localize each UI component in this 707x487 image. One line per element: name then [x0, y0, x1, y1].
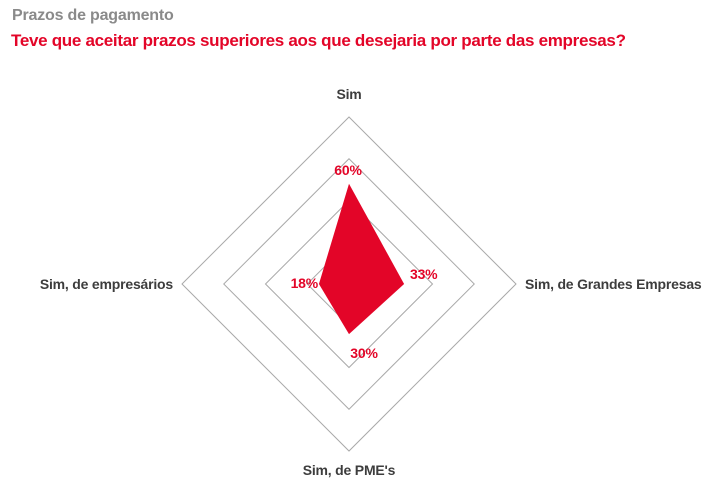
axis-label-sim: Sim	[336, 86, 362, 102]
value-label-empresarios: 18%	[290, 275, 319, 291]
axis-label-pmes: Sim, de PME's	[302, 462, 396, 478]
radar-grid-ring-75	[223, 158, 475, 410]
radar-data-polygon	[318, 183, 405, 335]
value-label-pmes: 30%	[350, 345, 378, 361]
value-label-grandes-empresas: 33%	[410, 266, 438, 282]
axis-label-grandes-empresas: Sim, de Grandes Empresas	[525, 276, 702, 292]
radar-grid-ring-50	[264, 199, 434, 369]
chart-eyebrow-title: Prazos de pagamento	[12, 7, 174, 24]
radar-grid-ring-100	[181, 116, 517, 452]
chart-question-title: Teve que aceitar prazos superiores aos q…	[11, 31, 626, 50]
axis-label-empresarios: Sim, de empresários	[39, 276, 173, 292]
value-label-sim: 60%	[334, 162, 362, 178]
